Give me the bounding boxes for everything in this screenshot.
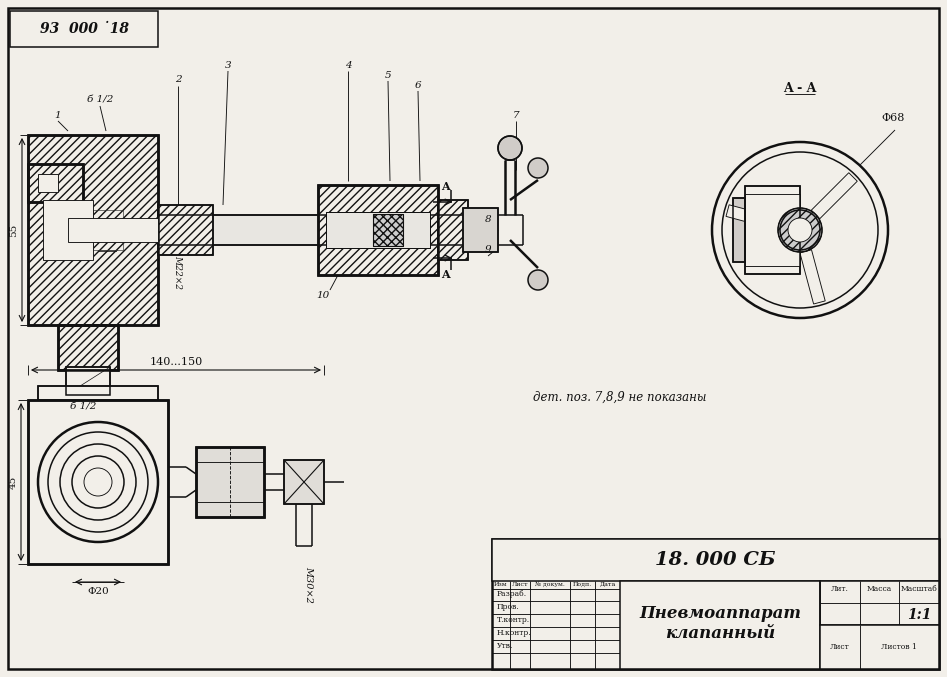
Bar [463,208,498,252]
Text: Разраб.: Разраб. [497,590,527,598]
Bar [492,539,939,669]
Bar [745,186,800,274]
Bar [196,447,264,517]
Text: 2: 2 [174,76,181,85]
Text: 1: 1 [55,110,62,120]
Text: № докум.: № докум. [535,581,565,587]
Bar [318,185,438,275]
Polygon shape [726,205,780,230]
Circle shape [780,210,820,250]
Text: Φ68: Φ68 [882,113,904,123]
Bar [43,200,93,260]
Bar [745,186,800,274]
Bar [326,212,430,248]
Bar [373,214,403,246]
Text: б 1/2: б 1/2 [87,95,114,104]
Text: A: A [440,181,449,192]
Bar [463,208,498,252]
Bar [158,215,468,245]
Text: Пневмоаппарат: Пневмоаппарат [639,605,801,622]
Text: 1:1: 1:1 [907,608,931,622]
Bar [28,135,158,325]
Bar [38,174,58,192]
Text: Пров.: Пров. [497,603,520,611]
Bar [438,200,468,260]
Bar [28,135,158,325]
Text: 45: 45 [9,475,17,489]
Bar [318,185,438,275]
Circle shape [498,136,522,160]
Bar [68,218,158,242]
Bar [733,198,745,262]
Circle shape [528,158,548,178]
Bar [820,581,939,625]
Text: Масса: Масса [867,585,892,593]
Text: Н.контр.: Н.контр. [497,629,531,637]
Bar [10,11,158,47]
Bar [284,460,324,504]
Bar [158,215,468,245]
Text: 6: 6 [415,81,421,89]
Bar [38,386,158,400]
Text: Лит.: Лит. [831,585,849,593]
Text: M22×2: M22×2 [173,255,183,289]
Text: Утв.: Утв. [497,642,513,650]
Bar [93,210,123,250]
Bar [284,460,324,504]
Wedge shape [778,208,822,252]
Text: A: A [440,269,449,280]
Bar [66,367,110,395]
Text: Масштаб: Масштаб [901,585,938,593]
Text: Φ20: Φ20 [87,588,109,596]
Bar [620,581,820,669]
Bar [745,194,800,266]
Text: 8: 8 [485,215,491,225]
Bar [326,212,430,248]
Bar [733,198,745,262]
Bar [158,205,213,255]
Bar [58,325,118,370]
Bar [158,205,213,255]
Text: 55: 55 [9,223,19,237]
Text: б 1/2: б 1/2 [70,403,97,412]
Text: 10: 10 [316,290,330,299]
Polygon shape [812,173,857,219]
Bar [28,400,168,564]
Bar [438,200,468,260]
Text: 18. 000 СБ: 18. 000 СБ [655,551,776,569]
Text: 5: 5 [384,70,391,79]
Bar [196,447,264,517]
Text: 7: 7 [512,110,519,120]
Bar [66,367,110,395]
Text: Лист: Лист [830,643,849,651]
Circle shape [788,218,812,242]
Text: дет. поз. 7,8,9 не показаны: дет. поз. 7,8,9 не показаны [533,391,706,403]
Polygon shape [800,250,825,304]
Text: клапанный: клапанный [665,626,776,642]
Text: 9: 9 [485,246,491,255]
Text: Изм: Изм [494,582,508,586]
Text: Дата: Дата [599,582,616,586]
Circle shape [528,270,548,290]
Bar [492,539,939,581]
Text: A - A: A - A [783,81,816,95]
Bar [58,325,118,370]
Text: Лист: Лист [511,582,528,586]
Bar [38,386,158,400]
Bar [820,625,939,669]
Text: 3: 3 [224,60,231,70]
Text: M30×2: M30×2 [305,565,313,603]
Bar [28,400,168,564]
Text: Т.контр.: Т.контр. [497,616,530,624]
Text: Листов 1: Листов 1 [882,643,918,651]
Bar [373,214,403,246]
Text: 4: 4 [345,60,351,70]
Text: Подп.: Подп. [573,582,592,586]
Bar [28,164,83,202]
Text: 93  000 ˙18: 93 000 ˙18 [40,22,129,36]
Bar [28,164,83,202]
Text: 140...150: 140...150 [150,357,203,367]
